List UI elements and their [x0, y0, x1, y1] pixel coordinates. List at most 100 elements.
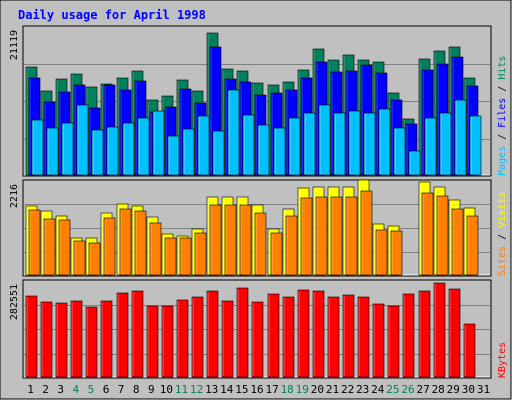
x-tick-label-day-28: 28 — [432, 383, 445, 396]
bar-sites-day-8 — [134, 210, 147, 276]
x-tick-label-day-23: 23 — [356, 383, 369, 396]
x-tick-label-day-31: 31 — [477, 383, 490, 396]
panel-frame-visits-sites — [22, 179, 492, 277]
bar-kbytes-day-24 — [372, 303, 385, 378]
bar-sites-day-6 — [103, 217, 116, 276]
x-tick-label-day-8: 8 — [133, 383, 140, 396]
bar-sites-day-16 — [254, 212, 267, 276]
legend-separator: / — [497, 80, 508, 98]
bar-pages-day-24 — [378, 108, 391, 176]
bar-kbytes-day-26 — [402, 293, 415, 378]
bar-sites-day-10 — [164, 237, 177, 276]
x-tick-label-day-7: 7 — [118, 383, 125, 396]
bar-kbytes-day-6 — [100, 300, 113, 378]
x-tick-label-day-12: 12 — [190, 383, 203, 396]
bar-sites-day-9 — [149, 222, 162, 276]
x-tick-label-day-9: 9 — [148, 383, 155, 396]
x-tick-label-day-11: 11 — [175, 383, 188, 396]
bar-pages-day-12 — [197, 115, 210, 176]
legend-entry-files: Files — [497, 98, 508, 128]
bar-sites-day-12 — [194, 232, 207, 276]
x-tick-label-day-2: 2 — [42, 383, 49, 396]
bar-pages-day-16 — [257, 124, 270, 176]
bar-kbytes-day-3 — [55, 302, 68, 378]
x-tick-label-day-21: 21 — [326, 383, 339, 396]
bar-pages-day-5 — [91, 129, 104, 176]
legend-separator: / — [497, 128, 508, 146]
bar-sites-day-30 — [466, 215, 479, 276]
bar-kbytes-day-19 — [297, 289, 310, 378]
bar-pages-day-23 — [363, 112, 376, 176]
bar-sites-day-23 — [360, 190, 373, 276]
bar-pages-day-4 — [76, 104, 89, 176]
ymax-label-kbytes: 282551 — [9, 284, 20, 320]
bar-pages-day-14 — [227, 89, 240, 176]
x-tick-label-day-29: 29 — [447, 383, 460, 396]
bar-kbytes-day-18 — [282, 296, 295, 378]
bar-sites-day-29 — [451, 208, 464, 276]
bar-pages-day-26 — [408, 150, 421, 176]
bar-sites-day-3 — [58, 219, 71, 276]
bar-kbytes-day-17 — [267, 293, 280, 378]
bar-pages-day-28 — [439, 112, 452, 176]
x-tick-label-day-24: 24 — [371, 383, 385, 396]
chart-title: Daily usage for April 1998 — [18, 8, 206, 22]
bar-kbytes-day-21 — [327, 296, 340, 378]
x-tick-label-day-14: 14 — [220, 383, 234, 396]
x-tick-label-day-13: 13 — [205, 383, 218, 396]
x-tick-label-day-1: 1 — [27, 383, 34, 396]
bar-kbytes-day-23 — [357, 296, 370, 378]
bar-kbytes-day-5 — [85, 306, 98, 378]
bar-kbytes-day-22 — [342, 294, 355, 378]
bar-kbytes-day-28 — [433, 282, 446, 378]
bar-sites-day-27 — [421, 192, 434, 276]
bar-sites-day-1 — [28, 209, 41, 276]
bar-pages-day-15 — [242, 114, 255, 176]
bar-kbytes-day-16 — [251, 301, 264, 378]
panel-frame-kbytes — [22, 279, 492, 379]
bar-pages-day-25 — [393, 127, 406, 176]
bar-sites-day-4 — [73, 240, 86, 276]
x-tick-label-day-4: 4 — [72, 383, 79, 396]
bar-pages-day-3 — [61, 122, 74, 176]
legend-kbytes: KBytes — [497, 342, 508, 378]
legend-entry-kbytes: KBytes — [497, 342, 508, 378]
bar-pages-day-20 — [318, 104, 331, 176]
x-tick-label-day-5: 5 — [88, 383, 95, 396]
x-tick-label-day-10: 10 — [160, 383, 173, 396]
bar-kbytes-day-14 — [221, 300, 234, 378]
bar-pages-day-8 — [137, 117, 150, 176]
bar-pages-day-9 — [152, 110, 165, 176]
bar-kbytes-day-25 — [387, 305, 400, 378]
legend-entry-sites: Sites — [497, 246, 508, 276]
bar-kbytes-day-27 — [418, 290, 431, 378]
bar-sites-day-15 — [239, 204, 252, 276]
x-tick-label-day-3: 3 — [57, 383, 64, 396]
bar-sites-day-2 — [43, 218, 56, 276]
bar-sites-day-28 — [436, 195, 449, 276]
x-tick-label-day-16: 16 — [250, 383, 263, 396]
x-tick-label-day-22: 22 — [341, 383, 354, 396]
bar-pages-day-18 — [288, 117, 301, 176]
x-tick-label-day-26: 26 — [401, 383, 414, 396]
x-tick-label-day-19: 19 — [296, 383, 309, 396]
bar-kbytes-day-15 — [236, 287, 249, 378]
bar-sites-day-21 — [330, 196, 343, 276]
bar-kbytes-day-9 — [146, 305, 159, 378]
ymax-label-hits-files-pages: 21119 — [9, 30, 20, 60]
ymax-label-visits-sites: 2216 — [9, 184, 20, 208]
bar-pages-day-6 — [106, 126, 119, 176]
bar-sites-day-20 — [315, 196, 328, 276]
bar-sites-day-5 — [88, 242, 101, 276]
bar-marks — [25, 32, 482, 378]
x-tick-label-day-6: 6 — [103, 383, 110, 396]
bar-sites-day-13 — [209, 204, 222, 276]
legend-entry-visits: Visits — [497, 192, 508, 228]
bar-pages-day-17 — [273, 127, 286, 176]
legend-visits-sites: Sites / Visits — [497, 192, 508, 276]
bar-pages-day-2 — [46, 127, 59, 176]
legend-entry-hits: Hits — [497, 56, 508, 80]
bar-sites-day-7 — [119, 208, 132, 276]
